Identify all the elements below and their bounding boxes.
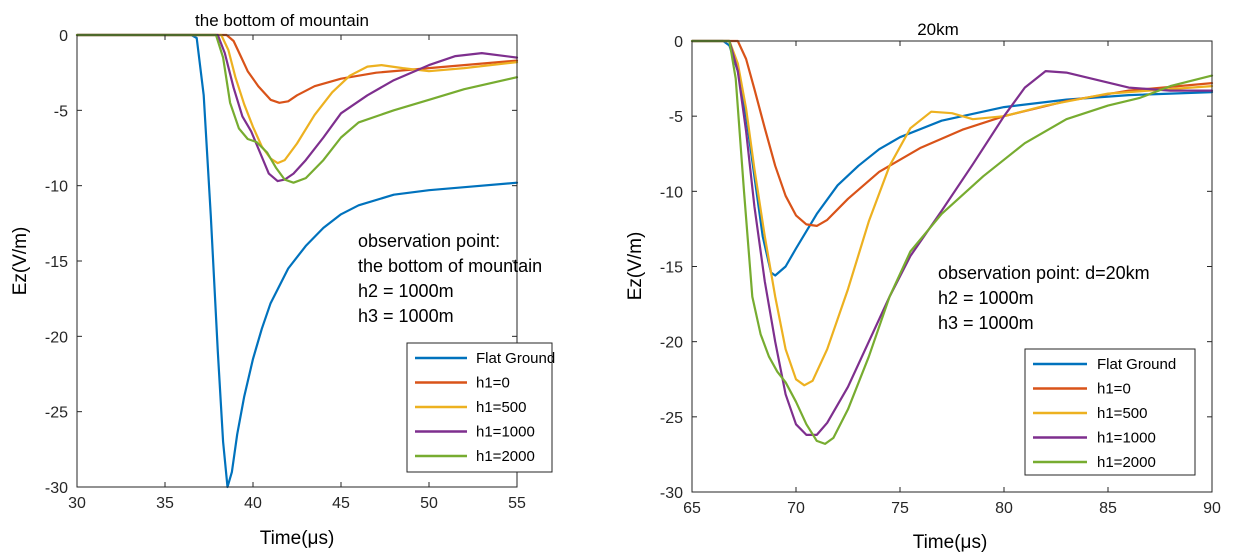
y-tick-label: -10 bbox=[45, 179, 68, 196]
series-layer bbox=[690, 39, 1214, 445]
x-tick-label: 75 bbox=[891, 500, 909, 517]
y-tick-label: -15 bbox=[660, 260, 683, 277]
annotation-line: h3 = 1000m bbox=[358, 306, 454, 326]
chart-title: the bottom of mountain bbox=[195, 11, 369, 30]
legend-label: h1=500 bbox=[476, 399, 526, 416]
legend-label: h1=0 bbox=[476, 375, 510, 392]
legend-label: h1=2000 bbox=[1097, 454, 1156, 471]
chart-title: 20km bbox=[917, 20, 959, 39]
legend: Flat Ground h1=0 h1=500 h1=1000 h1=2000 bbox=[406, 342, 555, 473]
annotation-line: h2 = 1000m bbox=[938, 288, 1034, 308]
x-tick-label: 55 bbox=[508, 495, 526, 512]
annotation-text: observation point: the bottom of mountai… bbox=[358, 231, 542, 326]
annotation-line: observation point: bbox=[358, 231, 500, 251]
x-axis-label: Time(μs) bbox=[260, 528, 335, 549]
series-line-h1-1000 bbox=[690, 39, 1214, 436]
x-tick-label: 85 bbox=[1099, 500, 1117, 517]
y-tick-label: -25 bbox=[660, 410, 683, 427]
series-line-h1-500 bbox=[690, 39, 1214, 387]
series-line-h1-0 bbox=[75, 33, 519, 104]
x-tick-label: 35 bbox=[156, 495, 174, 512]
annotation-line: h2 = 1000m bbox=[358, 281, 454, 301]
y-tick-label: -5 bbox=[669, 109, 683, 126]
x-tick-label: 30 bbox=[68, 495, 86, 512]
legend-label: h1=0 bbox=[1097, 381, 1131, 398]
legend-label: Flat Ground bbox=[1097, 356, 1176, 373]
x-tick-label: 45 bbox=[332, 495, 350, 512]
y-tick-label: -20 bbox=[45, 329, 68, 346]
annotation-line: the bottom of mountain bbox=[358, 256, 542, 276]
legend-label: Flat Ground bbox=[476, 350, 555, 367]
y-tick-label: -10 bbox=[660, 184, 683, 201]
series-line-flat-ground bbox=[690, 39, 1214, 277]
series-line-h1-0 bbox=[690, 39, 1214, 227]
x-axis-label: Time(μs) bbox=[913, 532, 988, 553]
legend-label: h1=500 bbox=[1097, 405, 1147, 422]
annotation-text: observation point: d=20km h2 = 1000m h3 … bbox=[938, 263, 1150, 333]
y-tick-label: 0 bbox=[674, 34, 683, 51]
y-tick-label: -5 bbox=[54, 103, 68, 120]
series-line-h1-2000 bbox=[690, 39, 1214, 445]
y-tick-label: -25 bbox=[45, 405, 68, 422]
x-tick-label: 65 bbox=[683, 500, 701, 517]
x-tick-label: 90 bbox=[1203, 500, 1221, 517]
y-axis-label: Ez(V/m) bbox=[625, 232, 646, 301]
series-line-flat-ground bbox=[75, 33, 519, 489]
y-axis-label: Ez(V/m) bbox=[10, 227, 31, 296]
legend-label: h1=1000 bbox=[476, 424, 535, 441]
y-tick-label: -15 bbox=[45, 254, 68, 271]
y-tick-label: -30 bbox=[660, 485, 683, 502]
ticks-layer: 65 70 75 80 85 90 0 -5 -10 -15 -20 -25 -30 bbox=[660, 34, 1221, 517]
annotation-line: observation point: d=20km bbox=[938, 263, 1150, 283]
chart-bottom-of-mountain: the bottom of mountain 30 35 40 45 50 55 0 -5 -1… bbox=[10, 11, 555, 549]
annotation-line: h3 = 1000m bbox=[938, 313, 1034, 333]
y-tick-label: 0 bbox=[59, 28, 68, 45]
series-layer bbox=[75, 33, 519, 489]
y-tick-label: -20 bbox=[660, 335, 683, 352]
x-tick-label: 80 bbox=[995, 500, 1013, 517]
ticks-layer: 30 35 40 45 50 55 0 -5 -10 -15 -20 -25 -30 bbox=[45, 28, 526, 512]
series-line-h1-500 bbox=[75, 33, 519, 165]
legend-label: h1=2000 bbox=[476, 448, 535, 465]
x-tick-label: 70 bbox=[787, 500, 805, 517]
series-line-h1-2000 bbox=[75, 33, 519, 184]
chart-20km: 20km 65 70 75 80 85 90 0 -5 -10 -15 -20 -25 -30 Time… bbox=[625, 20, 1221, 553]
legend-label: h1=1000 bbox=[1097, 430, 1156, 447]
x-tick-label: 40 bbox=[244, 495, 262, 512]
y-tick-label: -30 bbox=[45, 480, 68, 497]
legend: Flat Ground h1=0 h1=500 h1=1000 h1=2000 bbox=[1024, 348, 1196, 476]
series-line-h1-1000 bbox=[75, 33, 519, 183]
x-tick-label: 50 bbox=[420, 495, 438, 512]
